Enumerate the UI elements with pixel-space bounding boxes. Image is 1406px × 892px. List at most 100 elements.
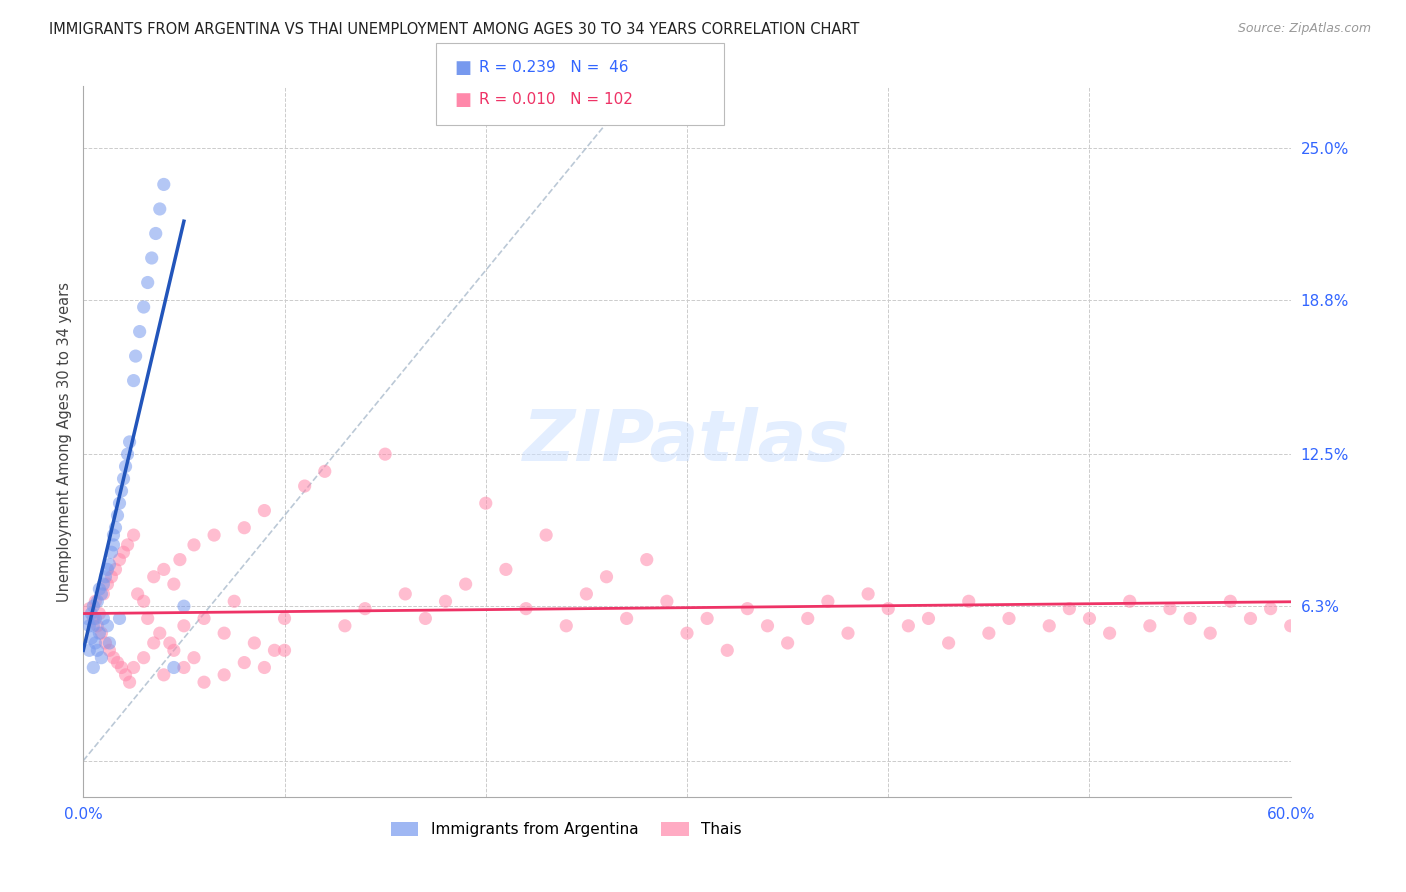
Thais [163,643,186,657]
Thais [454,577,477,591]
Thais [897,619,920,633]
Immigrants from Argentina [110,483,132,498]
Thais [354,601,377,615]
Thais [1159,601,1181,615]
Thais [117,538,139,552]
Thais [100,570,122,584]
Immigrants from Argentina [79,643,101,657]
Thais [1078,611,1101,625]
Text: ■: ■ [454,59,471,77]
Thais [1219,594,1241,608]
Thais [90,626,112,640]
Thais [1279,619,1302,633]
Immigrants from Argentina [118,434,141,449]
Immigrants from Argentina [93,611,115,625]
Thais [94,636,117,650]
Thais [495,562,517,576]
Thais [797,611,820,625]
Immigrants from Argentina [152,178,174,192]
Thais [118,675,141,690]
Text: R = 0.239   N =  46: R = 0.239 N = 46 [479,61,628,75]
Legend: Immigrants from Argentina, Thais: Immigrants from Argentina, Thais [385,816,748,843]
Thais [434,594,457,608]
Thais [555,619,578,633]
Immigrants from Argentina [112,472,135,486]
Thais [79,601,101,615]
Thais [676,626,699,640]
Immigrants from Argentina [117,447,139,461]
Immigrants from Argentina [82,599,104,614]
Immigrants from Argentina [82,619,104,633]
Thais [152,562,174,576]
Thais [595,570,617,584]
Thais [655,594,678,608]
Thais [696,611,718,625]
Thais [212,626,235,640]
Thais [957,594,980,608]
Immigrants from Argentina [84,636,107,650]
Thais [856,587,879,601]
Text: IMMIGRANTS FROM ARGENTINA VS THAI UNEMPLOYMENT AMONG AGES 30 TO 34 YEARS CORRELA: IMMIGRANTS FROM ARGENTINA VS THAI UNEMPL… [49,22,859,37]
Thais [98,643,121,657]
Immigrants from Argentina [132,300,155,314]
Immigrants from Argentina [94,570,117,584]
Immigrants from Argentina [86,643,108,657]
Thais [122,528,145,542]
Immigrants from Argentina [82,660,104,674]
Immigrants from Argentina [145,227,167,241]
Thais [202,528,225,542]
Immigrants from Argentina [163,660,186,674]
Immigrants from Argentina [84,611,107,625]
Thais [917,611,939,625]
Thais [474,496,496,510]
Thais [233,656,256,670]
Text: R = 0.010   N = 102: R = 0.010 N = 102 [479,93,633,107]
Thais [173,660,195,674]
Thais [193,611,215,625]
Immigrants from Argentina [80,631,103,645]
Thais [817,594,839,608]
Immigrants from Argentina [90,650,112,665]
Immigrants from Argentina [173,599,195,614]
Thais [132,650,155,665]
Thais [1038,619,1060,633]
Thais [96,577,118,591]
Thais [415,611,437,625]
Immigrants from Argentina [124,349,146,363]
Thais [837,626,859,640]
Thais [224,594,246,608]
Thais [110,660,132,674]
Thais [163,577,186,591]
Thais [127,587,149,601]
Thais [1178,611,1201,625]
Thais [149,626,172,640]
Thais [1260,601,1282,615]
Thais [636,552,658,566]
Thais [877,601,900,615]
Immigrants from Argentina [100,545,122,559]
Thais [1139,619,1161,633]
Thais [243,636,266,650]
Thais [142,636,165,650]
Thais [294,479,316,493]
Thais [575,587,598,601]
Thais [374,447,396,461]
Immigrants from Argentina [90,587,112,601]
Thais [998,611,1021,625]
Thais [122,660,145,674]
Thais [212,668,235,682]
Immigrants from Argentina [79,619,101,633]
Thais [233,521,256,535]
Immigrants from Argentina [89,626,111,640]
Thais [1098,626,1121,640]
Thais [1199,626,1222,640]
Thais [173,619,195,633]
Thais [183,650,205,665]
Thais [159,636,181,650]
Thais [82,611,104,625]
Thais [142,570,165,584]
Thais [84,594,107,608]
Thais [273,611,295,625]
Thais [716,643,738,657]
Text: ZIPatlas: ZIPatlas [523,408,851,476]
